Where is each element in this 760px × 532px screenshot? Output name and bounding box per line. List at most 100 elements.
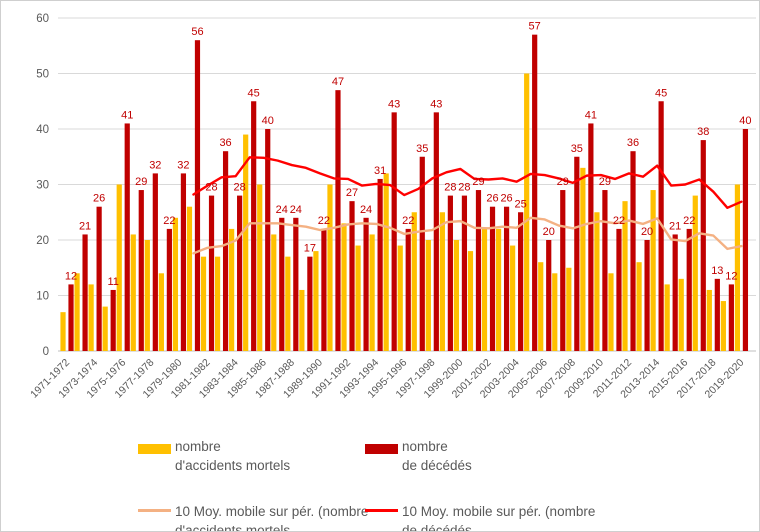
bar-accidents-1979-1980	[172, 217, 179, 351]
bar-accidents-2008-2009	[580, 167, 586, 351]
bar-deaths-2005-2006	[546, 240, 552, 351]
legend-label-accidents-line1: nombre	[175, 439, 221, 454]
bar-deaths-1980-1981	[194, 40, 201, 351]
data-label-deaths-1981-1982: 28	[205, 182, 217, 194]
data-label-deaths-1989-1990: 22	[318, 215, 330, 227]
data-label-deaths-2007-2008: 35	[571, 143, 583, 155]
bar-accidents-2013-2014	[650, 190, 656, 351]
data-label-deaths-2001-2002: 26	[486, 193, 498, 205]
bar-deaths-2000-2001	[475, 190, 482, 351]
bar-accidents-2002-2003	[495, 228, 502, 351]
data-label-deaths-2017-2018: 13	[711, 265, 723, 277]
bar-deaths-1989-1990	[321, 228, 327, 351]
legend-label-accidents-line2: d'accidents mortels	[175, 458, 291, 473]
bar-deaths-1976-1977	[138, 190, 144, 351]
data-label-deaths-2019-2020: 40	[739, 115, 751, 127]
bar-deaths-2004-2005	[532, 34, 538, 352]
bar-accidents-1976-1977	[130, 234, 136, 351]
legend-swatch-accidents-bar	[138, 444, 171, 454]
bar-deaths-1993-1994	[377, 178, 383, 351]
data-label-deaths-2014-2015: 21	[669, 220, 681, 232]
bar-deaths-1996-1997	[419, 156, 425, 351]
bar-deaths-1994-1995	[391, 112, 397, 351]
data-label-deaths-2004-2005: 57	[529, 21, 541, 33]
bar-accidents-1988-1989	[299, 289, 305, 351]
bar-deaths-1979-1980	[180, 173, 187, 351]
data-label-deaths-1994-1995: 43	[388, 98, 400, 110]
bar-deaths-2012-2013	[644, 240, 650, 351]
legend-label-ma-deaths-line2: de décédés	[402, 523, 472, 532]
bar-deaths-2017-2018	[714, 278, 720, 351]
bar-accidents-1998-1999	[439, 212, 445, 351]
legend-swatch-deaths-bar	[365, 444, 398, 454]
bar-deaths-2009-2010	[602, 190, 608, 351]
legend-label-ma-deaths-line1: 10 Moy. mobile sur pér. (nombre	[402, 504, 596, 519]
data-label-deaths-2005-2006: 20	[543, 226, 555, 238]
bar-deaths-1981-1982	[208, 195, 215, 351]
bar-accidents-2018-2019	[720, 301, 726, 351]
bar-accidents-1975-1976	[116, 184, 122, 351]
bar-accidents-2007-2008	[566, 267, 572, 351]
bar-accidents-1971-1972	[60, 312, 66, 351]
bar-deaths-2001-2002	[489, 206, 496, 351]
bar-deaths-2003-2004	[518, 212, 524, 351]
bar-accidents-1994-1995	[383, 173, 389, 351]
bar-accidents-2009-2010	[594, 212, 600, 351]
bar-accidents-2015-2016	[678, 278, 684, 351]
data-label-deaths-1975-1976: 41	[121, 109, 133, 121]
bar-deaths-2018-2019	[728, 284, 734, 351]
bar-deaths-1986-1987	[279, 217, 285, 351]
bar-accidents-1983-1984	[229, 228, 235, 351]
data-label-deaths-2010-2011: 22	[613, 215, 625, 227]
data-label-deaths-2011-2012: 36	[627, 137, 639, 149]
bar-deaths-2008-2009	[588, 123, 594, 351]
bar-accidents-2004-2005	[524, 73, 530, 351]
data-label-deaths-1973-1974: 26	[93, 193, 105, 205]
bar-accidents-1992-1993	[355, 245, 361, 351]
bar-accidents-2012-2013	[636, 262, 642, 351]
bar-accidents-1996-1997	[411, 212, 417, 351]
y-axis-tick-60: 60	[36, 13, 49, 25]
data-label-deaths-1976-1977: 29	[135, 176, 147, 188]
bar-accidents-1977-1978	[144, 240, 150, 351]
bar-deaths-2011-2012	[630, 151, 636, 351]
bar-accidents-1981-1982	[200, 256, 207, 351]
legend-label-deaths: nombre de décédés	[402, 437, 472, 475]
bar-deaths-1995-1996	[405, 228, 411, 351]
bar-accidents-1980-1981	[186, 206, 193, 351]
data-label-deaths-2018-2019: 12	[725, 270, 737, 282]
bar-deaths-2007-2008	[574, 156, 580, 351]
data-label-deaths-1982-1983: 36	[219, 137, 231, 149]
data-label-deaths-2000-2001: 29	[472, 176, 484, 188]
bar-accidents-1973-1974	[88, 284, 94, 351]
y-axis-tick-30: 30	[36, 180, 49, 192]
y-axis-tick-0: 0	[43, 346, 49, 358]
bar-deaths-1971-1972	[68, 284, 74, 351]
bar-accidents-1982-1983	[214, 256, 221, 351]
bar-accidents-2016-2017	[692, 195, 698, 351]
bar-deaths-1983-1984	[237, 195, 243, 351]
bar-deaths-1984-1985	[251, 101, 257, 351]
bar-accidents-2003-2004	[510, 245, 516, 351]
bar-deaths-2010-2011	[616, 228, 622, 351]
bar-deaths-1978-1979	[166, 228, 172, 351]
bar-deaths-2006-2007	[560, 190, 566, 351]
data-label-deaths-1996-1997: 35	[416, 143, 428, 155]
data-label-deaths-1980-1981: 56	[191, 26, 203, 38]
legend-label-ma-accidents-line1: 10 Moy. mobile sur pér. (nombre	[175, 504, 369, 519]
y-axis-tick-20: 20	[36, 235, 49, 247]
bar-accidents-1984-1985	[243, 134, 249, 351]
legend-label-ma-accidents: 10 Moy. mobile sur pér. (nombre d'acciden…	[175, 502, 369, 531]
data-label-deaths-2012-2013: 20	[641, 226, 653, 238]
bar-deaths-1992-1993	[363, 217, 369, 351]
bar-accidents-1997-1998	[425, 240, 431, 351]
bar-deaths-1997-1998	[433, 112, 439, 351]
bar-deaths-1991-1992	[349, 201, 355, 351]
bar-deaths-1977-1978	[152, 173, 158, 351]
data-label-deaths-2008-2009: 41	[585, 109, 597, 121]
bar-accidents-1978-1979	[158, 273, 164, 351]
bar-deaths-1974-1975	[110, 289, 116, 351]
bar-accidents-1986-1987	[271, 234, 277, 351]
data-label-deaths-2013-2014: 45	[655, 87, 667, 99]
bar-accidents-2017-2018	[706, 289, 712, 351]
